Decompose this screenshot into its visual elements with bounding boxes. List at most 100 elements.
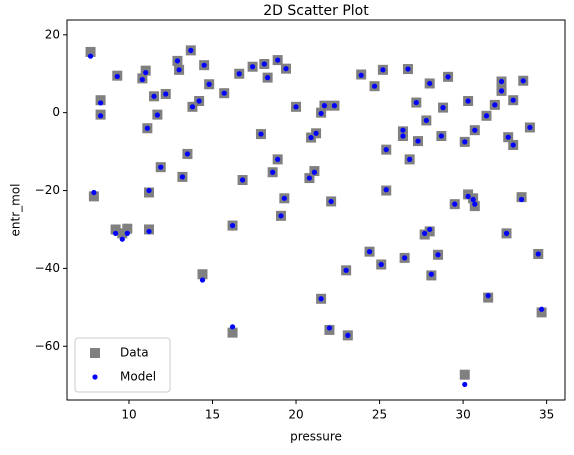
point (440, 105, 446, 111)
point (510, 142, 516, 148)
point (306, 175, 313, 181)
point (88, 191, 99, 202)
x-tick-label: 10 (121, 408, 136, 422)
point (326, 325, 333, 331)
point (452, 201, 458, 207)
point (438, 133, 444, 139)
x-tick-label: 35 (539, 408, 554, 422)
point (520, 78, 526, 84)
point (383, 147, 389, 153)
point (427, 226, 433, 233)
point (415, 138, 421, 144)
y-tick-label: −40 (35, 261, 60, 275)
point (422, 230, 428, 236)
point (311, 169, 318, 175)
point (154, 112, 160, 118)
y-tick-label: −60 (35, 339, 60, 353)
point (492, 102, 498, 108)
point (97, 113, 104, 119)
point (275, 57, 281, 63)
point (472, 127, 478, 133)
point (498, 78, 505, 85)
point (423, 117, 429, 124)
point (143, 69, 149, 76)
point (465, 98, 471, 104)
point (407, 156, 413, 162)
x-tick-label: 30 (455, 408, 470, 422)
point (318, 110, 324, 117)
point (144, 125, 150, 131)
point (163, 91, 169, 97)
point (380, 67, 386, 73)
point (485, 293, 491, 299)
point (184, 151, 191, 157)
point (505, 134, 511, 140)
point (97, 100, 104, 106)
point (113, 230, 119, 236)
point (189, 104, 196, 110)
point (498, 88, 505, 94)
point (283, 66, 289, 72)
point (321, 103, 328, 109)
point (139, 76, 145, 83)
point (318, 296, 324, 302)
point (221, 90, 227, 96)
point (462, 381, 468, 388)
point (119, 236, 125, 242)
point (124, 230, 130, 236)
point (174, 58, 181, 64)
legend-marker (90, 348, 100, 358)
point (518, 196, 525, 203)
point (400, 133, 406, 139)
point (536, 307, 547, 318)
point (239, 177, 246, 183)
point (146, 228, 152, 235)
x-tick-label: 20 (288, 408, 303, 422)
point (85, 46, 96, 57)
point (435, 252, 441, 258)
point (445, 74, 451, 80)
point (122, 223, 133, 234)
point (462, 139, 468, 145)
point (199, 277, 206, 283)
point (472, 201, 478, 207)
point (465, 193, 471, 199)
point (371, 83, 378, 89)
point (250, 64, 256, 70)
y-tick-label: 20 (45, 27, 60, 41)
plot-frame (66, 19, 566, 401)
point (265, 75, 271, 81)
legend-label: Model (120, 370, 156, 384)
point (146, 187, 152, 194)
point (427, 80, 433, 87)
point (402, 255, 408, 261)
point (358, 72, 364, 78)
point (535, 251, 541, 257)
point (229, 222, 236, 229)
point (383, 187, 389, 193)
point (151, 93, 157, 99)
point (201, 62, 207, 68)
point (110, 224, 121, 235)
y-tick-label: 0 (52, 105, 60, 119)
point (270, 169, 276, 175)
point (229, 324, 236, 330)
point (95, 95, 106, 106)
point (117, 228, 128, 239)
point (197, 269, 208, 280)
point (539, 306, 545, 312)
y-axis-label: entr_mol (9, 184, 23, 237)
point (510, 97, 516, 103)
point (87, 53, 94, 59)
x-tick-label: 15 (205, 408, 220, 422)
point (281, 195, 287, 201)
point (261, 61, 267, 67)
point (91, 189, 97, 196)
point (114, 73, 120, 80)
point (176, 67, 182, 73)
point (378, 261, 384, 268)
point (400, 127, 406, 133)
point (196, 98, 202, 104)
point (428, 271, 434, 277)
